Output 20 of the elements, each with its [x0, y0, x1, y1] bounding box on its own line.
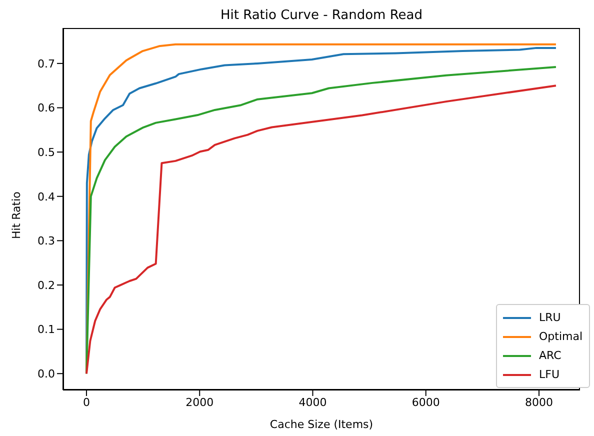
y-tick-label: 0.3: [38, 234, 55, 248]
x-tick-label: 8000: [524, 396, 553, 409]
y-tick-label: 0.4: [38, 190, 55, 204]
x-tick-label: 6000: [412, 396, 440, 409]
legend-label: Optimal: [539, 330, 583, 343]
legend-label: LRU: [539, 311, 561, 324]
x-tick-label: 4000: [298, 396, 327, 409]
y-tick-label: 0.6: [38, 102, 55, 115]
y-tick-label: 0.1: [38, 323, 55, 336]
y-tick-label: 0.5: [38, 146, 55, 159]
y-tick-label: 0.7: [38, 57, 55, 70]
legend-label: ARC: [539, 349, 562, 362]
y-tick-label: 0.0: [38, 368, 55, 381]
chart-title: Hit Ratio Curve - Random Read: [219, 8, 424, 23]
x-axis-title: Cache Size (Items): [270, 418, 374, 431]
y-tick-label: 0.2: [38, 278, 55, 292]
legend-label: LFU: [539, 368, 560, 381]
x-tick-label: 2000: [186, 396, 214, 409]
x-tick-label: 0: [82, 396, 90, 409]
y-axis-title: Hit Ratio: [10, 191, 23, 239]
